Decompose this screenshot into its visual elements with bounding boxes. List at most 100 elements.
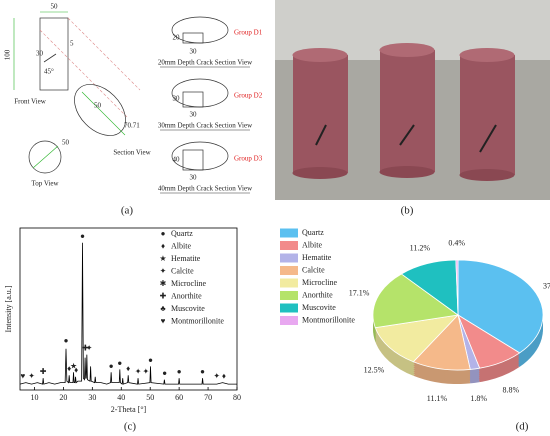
data-label: 1.8% <box>470 394 487 403</box>
peak-marker: ✦ <box>213 372 220 381</box>
cylinder-bottom <box>292 167 348 179</box>
peak-marker: ★ <box>70 361 77 370</box>
front-view-rect <box>39 17 69 91</box>
peak-marker: ✦ <box>28 372 35 381</box>
legend-label: Quartz <box>302 228 324 237</box>
caption: 30mm Depth Crack Section View <box>158 122 253 130</box>
dim: 50 <box>94 102 102 110</box>
top-view-circle <box>28 140 62 174</box>
legend-symbol: ✚ <box>160 291 167 300</box>
dim: 45° <box>44 68 54 76</box>
peak-marker: ✦ <box>135 367 142 376</box>
dim: 5 <box>70 40 74 48</box>
legend-swatch <box>280 278 298 288</box>
panel-label: (a) <box>121 205 134 217</box>
dim: 30 <box>36 50 44 58</box>
pie-slice <box>374 314 460 363</box>
peak-marker: ✚ <box>40 367 47 376</box>
legend-swatch <box>280 241 298 250</box>
caption: 40mm Depth Crack Section View <box>158 185 253 193</box>
crack-ellipse <box>171 16 229 44</box>
legend-swatch <box>280 253 298 263</box>
dim: 30 <box>190 111 198 119</box>
x-tick-label: 70 <box>204 393 212 402</box>
legend-label: Anorthite <box>171 291 202 300</box>
crack-ellipse <box>171 78 229 108</box>
legend-label: Albite <box>171 241 191 250</box>
dim: 50 <box>51 3 59 11</box>
legend-symbol: ★ <box>159 254 166 263</box>
cylinder-bottom <box>459 169 515 181</box>
peak-marker: ♦ <box>74 366 78 375</box>
legend-symbol: ♦ <box>161 241 165 250</box>
crack <box>43 53 57 63</box>
legend-symbol: ♥ <box>161 316 166 325</box>
legend-symbol: ✦ <box>160 266 167 275</box>
diagram-labels: 50 100 30 45° 5 Front View 50 70.71 Sect… <box>4 3 263 193</box>
dim: 30 <box>190 174 198 182</box>
legend-swatch <box>280 316 298 325</box>
x-tick-label: 30 <box>88 393 96 402</box>
data-label: 17.1% <box>349 288 370 297</box>
legend-label: Montmorillonite <box>171 316 224 325</box>
group-label: Group D2 <box>234 92 263 100</box>
pattern-line <box>19 242 237 385</box>
dim-line <box>81 91 126 136</box>
legend-label: Hematite <box>302 253 332 262</box>
data-label: 0.4% <box>448 238 465 247</box>
legend-label: Calcite <box>302 265 325 274</box>
cylinder <box>293 55 348 173</box>
legend-label: Microcline <box>302 278 338 287</box>
data-label: 11.2% <box>410 243 431 252</box>
pie-slice <box>372 273 460 329</box>
data-label: 37.1% <box>543 282 550 291</box>
panel-label: (d) <box>516 421 529 433</box>
x-tick-label: 60 <box>175 393 183 402</box>
peak-marker: ✚ <box>82 344 89 353</box>
peak-marker: ♦ <box>67 364 71 373</box>
pie-slice <box>455 259 459 316</box>
crack-rect <box>182 149 204 171</box>
group-label: Group D1 <box>234 29 263 37</box>
legend-label: Muscovite <box>302 303 336 312</box>
peak-marker: ● <box>177 367 182 376</box>
crack <box>479 124 497 153</box>
legend-label: Anorthite <box>302 290 333 299</box>
crack-rect <box>182 32 204 44</box>
crack <box>399 124 415 146</box>
view-label: Top View <box>31 180 59 188</box>
view-label: Front View <box>14 98 46 106</box>
peak-marker: ✦ <box>86 344 93 353</box>
legend-symbol: ♣ <box>160 304 166 313</box>
peak-marker: ● <box>64 336 69 345</box>
group-label: Group D3 <box>234 155 263 163</box>
dim: 70.71 <box>124 122 140 130</box>
peak-marker: ● <box>148 355 153 364</box>
cylinder-top <box>292 48 348 62</box>
dim-line <box>32 145 59 169</box>
crack <box>315 124 327 146</box>
pie-slice <box>457 259 544 354</box>
x-tick-label: 20 <box>59 393 67 402</box>
peak-marker: ● <box>109 361 114 370</box>
crack-ellipse <box>171 141 229 171</box>
data-label: 8.8% <box>502 385 519 394</box>
peak-marker: ✦ <box>143 367 150 376</box>
cylinder <box>460 55 515 175</box>
data-label: 12.5% <box>364 366 385 375</box>
legend-label: Albite <box>302 240 322 249</box>
legend-swatch <box>280 266 298 275</box>
legend-label: Quartz <box>171 229 193 238</box>
cylinder-top <box>459 48 515 62</box>
dim: 40 <box>173 156 181 164</box>
peak-marker: ● <box>200 367 205 376</box>
photo <box>275 0 550 200</box>
y-axis-label: Intensity [a.u.] <box>4 285 13 332</box>
legend-swatch <box>280 291 298 300</box>
legend-label: Hematite <box>171 254 201 263</box>
legend-label: Muscovite <box>171 304 205 313</box>
plot-frame <box>19 227 238 391</box>
x-tick-label: 50 <box>146 393 154 402</box>
section-line <box>39 29 129 119</box>
